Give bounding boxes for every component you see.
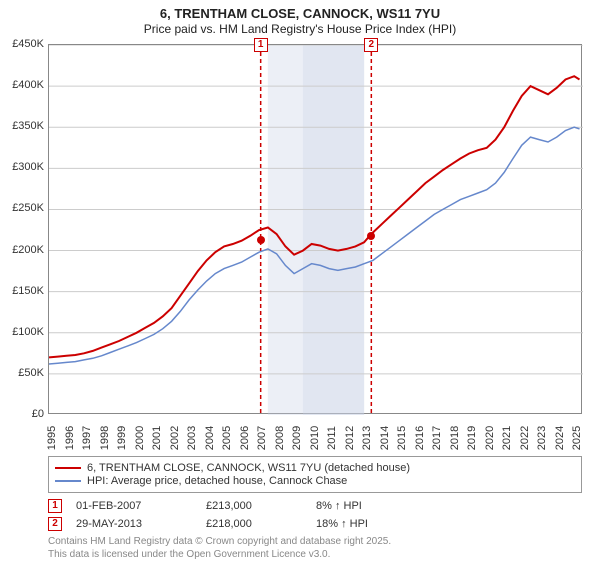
row-pct: 8% ↑ HPI	[316, 500, 426, 512]
x-axis-label: 2015	[396, 426, 408, 450]
x-axis-label: 2006	[239, 426, 251, 450]
y-axis-label: £0	[4, 408, 44, 420]
x-axis-label: 2022	[519, 426, 531, 450]
y-axis-label: £350K	[4, 120, 44, 132]
footnote-line2: This data is licensed under the Open Gov…	[48, 548, 582, 561]
legend-area: 6, TRENTHAM CLOSE, CANNOCK, WS11 7YU (de…	[48, 456, 582, 561]
x-axis-label: 2013	[361, 426, 373, 450]
x-axis-label: 2001	[151, 426, 163, 450]
footnote-line1: Contains HM Land Registry data © Crown c…	[48, 535, 582, 548]
legend-label-hpi: HPI: Average price, detached house, Cann…	[87, 475, 347, 487]
data-point	[257, 236, 265, 244]
row-marker: 1	[48, 499, 62, 513]
y-axis-label: £50K	[4, 367, 44, 379]
x-axis-label: 2020	[484, 426, 496, 450]
x-axis-label: 2012	[344, 426, 356, 450]
plot-area: 12	[48, 44, 582, 414]
y-axis-label: £100K	[4, 326, 44, 338]
legend-label-property: 6, TRENTHAM CLOSE, CANNOCK, WS11 7YU (de…	[87, 462, 410, 474]
x-axis-label: 2000	[134, 426, 146, 450]
row-price: £218,000	[206, 518, 316, 530]
x-axis-label: 2004	[204, 426, 216, 450]
x-axis-label: 2011	[326, 426, 338, 450]
x-axis-label: 1998	[99, 426, 111, 450]
x-axis-label: 2021	[501, 426, 513, 450]
x-axis-label: 2019	[466, 426, 478, 450]
x-axis-label: 2002	[169, 426, 181, 450]
title-block: 6, TRENTHAM CLOSE, CANNOCK, WS11 7YU Pri…	[0, 0, 600, 38]
chart-marker-2: 2	[364, 38, 378, 52]
x-axis-label: 2017	[431, 426, 443, 450]
legend-box: 6, TRENTHAM CLOSE, CANNOCK, WS11 7YU (de…	[48, 456, 582, 493]
x-axis-label: 2003	[186, 426, 198, 450]
x-axis-label: 2010	[309, 426, 321, 450]
x-axis-label: 1999	[116, 426, 128, 450]
data-point	[367, 232, 375, 240]
chart-title: 6, TRENTHAM CLOSE, CANNOCK, WS11 7YU	[0, 6, 600, 21]
x-axis-label: 2025	[571, 426, 583, 450]
x-axis-label: 2005	[221, 426, 233, 450]
y-axis-label: £150K	[4, 285, 44, 297]
x-axis-label: 2016	[414, 426, 426, 450]
x-axis-label: 2009	[291, 426, 303, 450]
row-price: £213,000	[206, 500, 316, 512]
transaction-row: 1 01-FEB-2007£213,0008% ↑ HPI	[48, 499, 582, 513]
legend-item-property: 6, TRENTHAM CLOSE, CANNOCK, WS11 7YU (de…	[55, 462, 575, 474]
transaction-rows: 1 01-FEB-2007£213,0008% ↑ HPI 2 29-MAY-2013…	[48, 499, 582, 531]
line-svg	[49, 45, 583, 415]
transaction-row: 2 29-MAY-2013£218,00018% ↑ HPI	[48, 517, 582, 531]
row-date: 29-MAY-2013	[76, 518, 206, 530]
x-axis-label: 2023	[536, 426, 548, 450]
x-axis-label: 1995	[46, 426, 58, 450]
x-axis-label: 2007	[256, 426, 268, 450]
y-axis-label: £400K	[4, 79, 44, 91]
y-axis-label: £200K	[4, 244, 44, 256]
y-axis-label: £300K	[4, 161, 44, 173]
row-date: 01-FEB-2007	[76, 500, 206, 512]
footnote: Contains HM Land Registry data © Crown c…	[48, 535, 582, 561]
y-axis-label: £250K	[4, 202, 44, 214]
x-axis-label: 2024	[554, 426, 566, 450]
legend-item-hpi: HPI: Average price, detached house, Cann…	[55, 475, 575, 487]
row-marker: 2	[48, 517, 62, 531]
x-axis-label: 1997	[81, 426, 93, 450]
x-axis-label: 2008	[274, 426, 286, 450]
x-axis-label: 2014	[379, 426, 391, 450]
x-axis-label: 1996	[64, 426, 76, 450]
row-pct: 18% ↑ HPI	[316, 518, 426, 530]
chart-marker-1: 1	[254, 38, 268, 52]
y-axis-label: £450K	[4, 38, 44, 50]
x-axis-label: 2018	[449, 426, 461, 450]
chart-container: 6, TRENTHAM CLOSE, CANNOCK, WS11 7YU Pri…	[0, 0, 600, 560]
chart-subtitle: Price paid vs. HM Land Registry's House …	[0, 22, 600, 36]
